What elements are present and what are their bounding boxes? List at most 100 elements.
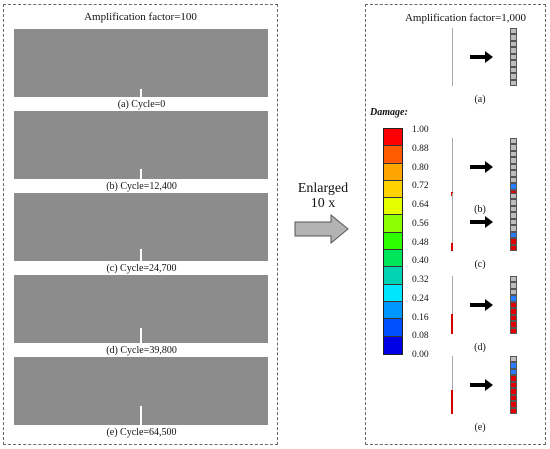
detail-cell [510, 170, 517, 177]
detail-cell [510, 388, 517, 395]
detail-cell [510, 150, 517, 158]
detail-label: (c) [474, 259, 486, 270]
detail-crack-tip [451, 390, 453, 414]
detail-cell [510, 301, 517, 309]
detail-cell [510, 53, 517, 61]
detail-cell [510, 28, 517, 35]
detail-label: (d) [474, 342, 486, 353]
legend-label: 0.80 [412, 162, 429, 173]
right-panel-title: Amplification factor=1,000 [404, 12, 527, 24]
detail-cell [510, 79, 517, 86]
detail-cell [510, 176, 517, 184]
detail-cell [510, 66, 517, 74]
detail-cell [510, 157, 517, 164]
legend-label: 0.16 [412, 312, 429, 323]
legend-label: 0.72 [412, 181, 429, 192]
detail-label: (b) [474, 204, 486, 215]
legend-color-bar [383, 128, 403, 355]
detail-cell [510, 321, 517, 328]
beam-label-b: (b) Cycle=12,400 [106, 181, 177, 192]
legend-label: 0.00 [412, 350, 429, 360]
detail-cell [510, 183, 517, 190]
legend-swatch [384, 129, 402, 147]
detail-cell [510, 138, 517, 145]
detail-crack-tip [451, 243, 453, 251]
detail-cell [510, 381, 517, 389]
beam-e [14, 357, 268, 425]
right-panel: Amplification factor=1,000 [365, 4, 546, 445]
legend-swatch [384, 319, 402, 337]
detail-beam-line [452, 193, 453, 251]
detail-arrow-icon [470, 51, 493, 63]
detail-cell [510, 238, 517, 245]
detail-cell [510, 356, 517, 363]
legend-swatch [384, 284, 402, 302]
crack-c [140, 248, 142, 261]
detail-arrow-icon [470, 161, 493, 173]
detail-cell [510, 231, 517, 239]
beam-label-c: (c) Cycle=24,700 [106, 263, 177, 274]
detail-beam-line [452, 138, 453, 196]
detail-cell [510, 407, 517, 414]
legend-swatch [384, 336, 402, 354]
legend-swatch [384, 198, 402, 216]
detail-cell [510, 193, 517, 200]
beam-a [14, 29, 268, 97]
detail-cell [510, 314, 517, 322]
enlarged-factor-text: 10 x [310, 196, 336, 211]
legend-swatch [384, 250, 402, 268]
beam-label-a: (a) Cycle=0 [117, 99, 166, 110]
detail-cell [510, 212, 517, 219]
detail-label: (a) [474, 94, 486, 105]
detail-cell [510, 327, 517, 334]
detail-crack-tip [451, 314, 453, 334]
detail-beam-line [452, 356, 453, 414]
beam-label-d: (d) Cycle=39,800 [106, 345, 177, 356]
crack-d [140, 327, 142, 343]
detail-cell [510, 225, 517, 232]
detail-cell [510, 362, 517, 369]
detail-label: (e) [474, 422, 486, 433]
detail-cell [510, 199, 517, 206]
legend-title: Damage: [370, 107, 408, 118]
crack-e [140, 406, 142, 425]
detail-cell [510, 288, 517, 296]
detail-cell [510, 218, 517, 226]
crack-a [140, 89, 142, 97]
detail-cell [510, 244, 517, 251]
legend-swatch [384, 180, 402, 199]
beam-c [14, 193, 268, 261]
detail-cell [510, 308, 517, 315]
legend-label: 0.88 [412, 143, 429, 154]
enlarged-text: Enlarged [297, 181, 349, 196]
detail-arrow-icon [470, 379, 493, 391]
detail-cell [510, 375, 517, 382]
detail-arrow-icon [470, 216, 493, 228]
detail-cell [510, 144, 517, 151]
detail-cell [510, 40, 517, 48]
beam-d [14, 275, 268, 343]
legend-swatch [384, 232, 402, 251]
legend-swatch [384, 301, 402, 320]
big-arrow-icon [294, 214, 349, 244]
detail-cell [510, 295, 517, 302]
left-panel: Amplification factor=100 (a) Cycle=0 (b)… [3, 4, 278, 445]
legend-label: 1.00 [412, 125, 429, 135]
beam-b [14, 111, 268, 179]
detail-cell [510, 282, 517, 289]
legend-label: 0.40 [412, 256, 429, 267]
detail-cell [510, 163, 517, 171]
legend-label: 0.56 [412, 218, 429, 229]
detail-cell [510, 276, 517, 283]
detail-cell [510, 401, 517, 408]
legend-label: 0.24 [412, 293, 429, 304]
detail-cell [510, 47, 517, 54]
detail-cell [510, 205, 517, 213]
legend-swatch [384, 267, 402, 285]
legend-swatch [384, 146, 402, 164]
left-panel-title: Amplification factor=100 [84, 11, 197, 23]
legend-label: 0.64 [412, 200, 429, 210]
legend-label: 0.32 [412, 275, 429, 285]
legend-label: 0.08 [412, 331, 429, 342]
detail-beam-line [452, 276, 453, 334]
